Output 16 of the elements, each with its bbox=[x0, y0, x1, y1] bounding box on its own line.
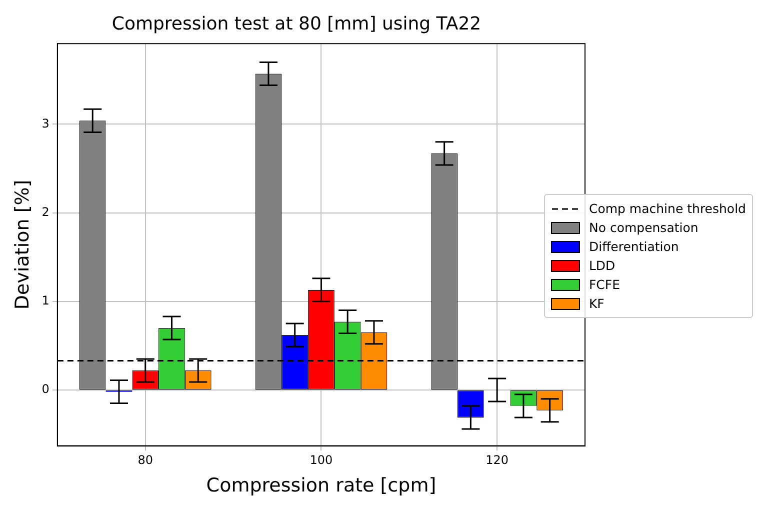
x-tick-label: 100 bbox=[310, 453, 333, 468]
y-tick-label: 1 bbox=[42, 294, 50, 308]
y-axis-title: Deviation [%] bbox=[11, 180, 34, 310]
chart-title: Compression test at 80 [mm] using TA22 bbox=[112, 13, 482, 34]
legend-label: No compensation bbox=[588, 219, 698, 237]
legend-label: KF bbox=[588, 295, 604, 313]
legend-label: LDD bbox=[588, 257, 616, 275]
x-tick-label: 80 bbox=[138, 453, 154, 468]
y-tick-label: 2 bbox=[42, 204, 50, 219]
x-tick-label: 120 bbox=[486, 453, 509, 468]
x-axis-title: Compression rate [cpm] bbox=[206, 474, 436, 497]
legend-label: Differentiation bbox=[588, 238, 679, 256]
y-tick-label: 0 bbox=[42, 382, 50, 396]
legend-label: Comp machine threshold bbox=[588, 200, 746, 218]
y-tick-label: 3 bbox=[42, 116, 50, 130]
legend-label: FCFE bbox=[588, 276, 620, 294]
